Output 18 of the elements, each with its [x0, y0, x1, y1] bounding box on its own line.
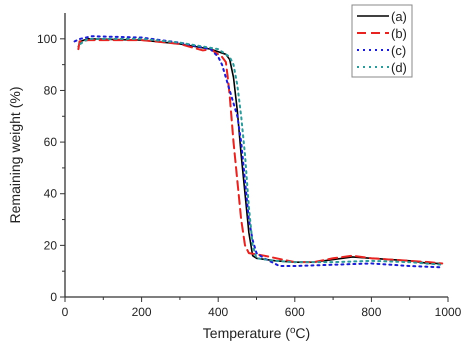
legend-label: (c) [391, 43, 406, 58]
legend-label: (b) [391, 26, 407, 41]
x-tick-label: 200 [132, 305, 152, 319]
x-tick-label: 600 [284, 305, 306, 319]
x-tick-label: 800 [361, 305, 382, 319]
y-tick-label: 80 [44, 83, 58, 98]
x-tick-label: 1000 [434, 305, 462, 319]
x-tick-label: 0 [62, 305, 69, 319]
y-tick-label: 100 [36, 32, 58, 46]
x-tick-label: 400 [208, 305, 229, 319]
legend-label: (d) [391, 60, 407, 75]
y-tick-label: 60 [44, 135, 58, 150]
y-tick-label: 20 [44, 238, 58, 252]
y-axis-title: Remaining weight (%) [7, 86, 23, 224]
y-tick-label: 0 [50, 290, 58, 304]
y-tick-label: 40 [44, 186, 58, 201]
legend-label: (a) [391, 9, 407, 24]
x-axis-title: Temperature ($^{o}$C) [202, 324, 310, 341]
